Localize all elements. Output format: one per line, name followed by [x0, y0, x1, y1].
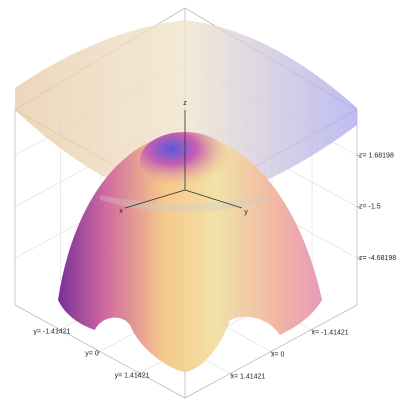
x-axis-label: x: [119, 208, 123, 215]
y-tick: [96, 351, 101, 354]
y-tick: [136, 373, 141, 376]
z-tick-label: z= -1.5: [359, 204, 381, 211]
y-tick-label: y= 1.41421: [115, 372, 150, 379]
upper-surface: [15, 20, 357, 208]
intersection-band: [100, 195, 270, 213]
z-tick-label: z= -4.68198: [359, 255, 396, 262]
x-tick-label: x= 0: [271, 351, 285, 358]
x-tick-label: x= -1.41421: [312, 329, 349, 336]
z-axis-label: z: [183, 100, 187, 107]
x-tick-label: x= 1.41421: [230, 373, 265, 380]
axes: [124, 110, 243, 209]
y-tick-label: y= -1.41421: [33, 328, 70, 335]
x-tick: [311, 329, 315, 332]
y-tick-label: y= 0: [85, 350, 99, 357]
lower-surface: [58, 132, 322, 372]
y-tick: [56, 329, 61, 332]
z-tick-label: z= 1.68198: [359, 152, 394, 159]
y-axis-label: y: [244, 209, 248, 216]
x-tick: [270, 351, 275, 354]
y-axis: [184, 189, 243, 209]
x-axis: [124, 189, 186, 209]
x-tick: [230, 373, 234, 376]
